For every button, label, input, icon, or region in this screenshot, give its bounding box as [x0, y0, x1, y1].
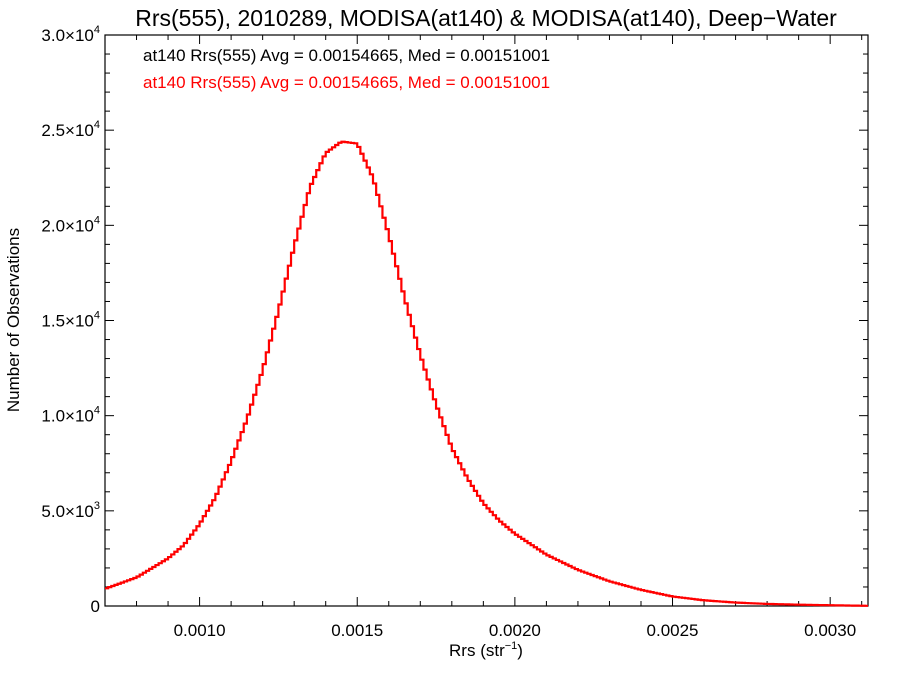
- x-tick-label: 0.0020: [489, 621, 541, 640]
- y-tick-exponent: 3: [94, 500, 100, 512]
- histogram-series: [105, 140, 868, 607]
- x-tick-label: 0.0025: [647, 621, 699, 640]
- y-tick-mantissa: 5.0×10: [41, 502, 93, 521]
- y-tick-mantissa: 1.5×10: [41, 312, 93, 331]
- y-tick-label: 1.0×104: [41, 405, 100, 426]
- x-tick-label: 0.0015: [331, 621, 383, 640]
- x-axis-ticks: 0.0010 0.0015 0.0020 0.0025 0.0030: [104, 35, 863, 640]
- y-tick-exponent: 4: [94, 405, 100, 417]
- stat-annotation: at140 Rrs(555) Avg = 0.00154665, Med = 0…: [143, 73, 550, 92]
- y-tick-mantissa: 3.0×10: [41, 26, 93, 45]
- y-tick-exponent: 4: [94, 24, 100, 36]
- y-tick-label: 2.5×104: [41, 119, 100, 140]
- x-axis-label-tail: ): [517, 641, 523, 660]
- y-tick-label: 3.0×104: [41, 24, 100, 45]
- x-axis-label-text: Rrs (str: [449, 641, 505, 660]
- y-tick-mantissa: 0: [91, 597, 100, 616]
- histogram-step-line: [105, 140, 868, 607]
- y-tick-mantissa: 2.0×10: [41, 216, 93, 235]
- y-tick-exponent: 4: [94, 119, 100, 131]
- x-axis-label: Rrs (str−1): [449, 640, 523, 660]
- x-tick-label: 0.0010: [174, 621, 226, 640]
- plot-frame: [104, 34, 869, 607]
- stat-annotation: at140 Rrs(555) Avg = 0.00154665, Med = 0…: [143, 46, 550, 65]
- y-tick-label: 2.0×104: [41, 214, 100, 235]
- chart-title: Rrs(555), 2010289, MODISA(at140) & MODIS…: [135, 5, 837, 31]
- y-tick-exponent: 4: [94, 310, 100, 322]
- y-tick-label: 0: [91, 597, 100, 616]
- y-axis-ticks: 05.0×1031.0×1041.5×1042.0×1042.5×1043.0×…: [41, 24, 868, 616]
- y-axis-label: Number of Observations: [4, 228, 23, 412]
- stat-annotations: at140 Rrs(555) Avg = 0.00154665, Med = 0…: [143, 46, 550, 92]
- y-tick-mantissa: 1.0×10: [41, 407, 93, 426]
- x-axis-label-sup: −1: [505, 640, 518, 652]
- x-tick-label: 0.0030: [804, 621, 856, 640]
- y-tick-label: 5.0×103: [41, 500, 100, 521]
- y-tick-label: 1.5×104: [41, 310, 100, 331]
- y-tick-mantissa: 2.5×10: [41, 121, 93, 140]
- y-tick-exponent: 4: [94, 214, 100, 226]
